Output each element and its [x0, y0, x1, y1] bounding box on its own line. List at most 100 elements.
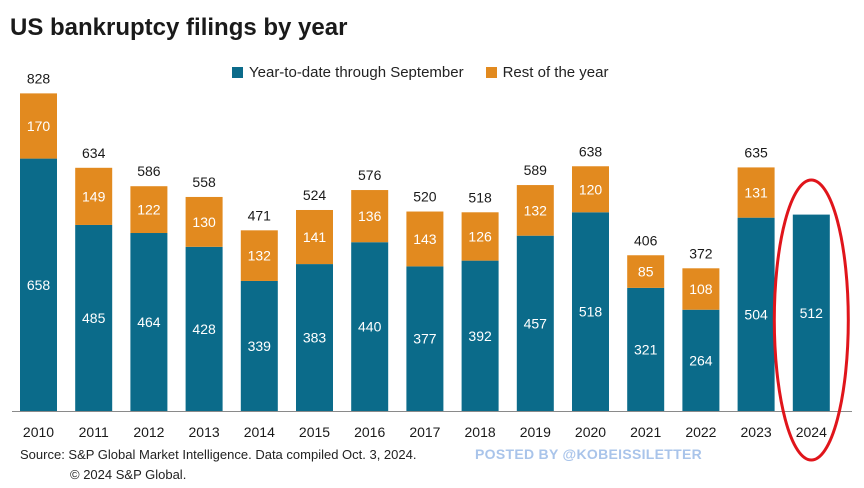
bar-rest-2016 [351, 190, 389, 243]
total-label-2021: 406 [634, 232, 658, 248]
data-label-ytd-2014: 339 [248, 338, 272, 354]
total-label-2020: 638 [579, 143, 603, 159]
x-tick-label-2018: 2018 [465, 424, 496, 440]
total-label-2011: 634 [82, 145, 106, 161]
bar-rest-2011 [75, 167, 113, 225]
bar-ytd-2016 [351, 242, 389, 411]
bar-rest-2023 [737, 167, 775, 218]
data-label-rest-2017: 143 [413, 231, 437, 247]
legend-item-ytd: Year-to-date through September [232, 64, 464, 81]
bar-ytd-2023 [737, 217, 775, 411]
chart-legend: Year-to-date through September Rest of t… [232, 64, 608, 81]
x-tick-label-2022: 2022 [685, 424, 716, 440]
total-label-2013: 558 [192, 174, 216, 190]
x-tick-label-2010: 2010 [23, 424, 54, 440]
legend-label-ytd: Year-to-date through September [249, 64, 464, 81]
data-label-rest-2012: 122 [137, 202, 161, 218]
data-label-rest-2014: 132 [248, 248, 272, 264]
x-tick-label-2021: 2021 [630, 424, 661, 440]
x-tick-label-2020: 2020 [575, 424, 606, 440]
data-label-rest-2016: 136 [358, 208, 382, 224]
total-label-2017: 520 [413, 189, 437, 205]
data-label-ytd-2011: 485 [82, 310, 106, 326]
bar-rest-2019 [516, 185, 554, 236]
legend-item-rest: Rest of the year [485, 64, 609, 81]
data-label-ytd-2023: 504 [744, 306, 768, 322]
x-tick-label-2011: 2011 [79, 424, 109, 440]
data-label-ytd-2013: 428 [192, 321, 216, 337]
bar-ytd-2018 [461, 260, 499, 411]
data-label-rest-2021: 85 [638, 264, 654, 280]
data-label-ytd-2010: 658 [27, 277, 51, 293]
data-label-rest-2023: 131 [744, 185, 768, 201]
data-label-rest-2018: 126 [468, 228, 492, 244]
total-label-2019: 589 [524, 162, 548, 178]
data-label-ytd-2022: 264 [689, 352, 713, 368]
highlight-ellipse [772, 178, 850, 462]
bar-ytd-2022 [682, 309, 720, 411]
x-tick-label-2017: 2017 [409, 424, 440, 440]
data-label-rest-2022: 108 [689, 281, 713, 297]
data-label-rest-2011: 149 [82, 188, 106, 204]
data-label-ytd-2020: 518 [579, 304, 603, 320]
x-tick-label-2024: 2024 [796, 424, 827, 440]
data-label-ytd-2024: 512 [800, 305, 824, 321]
bar-ytd-2021 [627, 287, 665, 411]
total-label-2012: 586 [137, 163, 161, 179]
x-tick-label-2019: 2019 [520, 424, 551, 440]
bar-ytd-2013 [185, 246, 223, 411]
data-label-ytd-2018: 392 [468, 328, 492, 344]
bar-rest-2017 [406, 211, 444, 267]
data-label-ytd-2012: 464 [137, 314, 161, 330]
copyright-note: © 2024 S&P Global. [70, 467, 187, 482]
bar-ytd-2015 [296, 264, 333, 411]
total-label-2010: 828 [27, 70, 51, 86]
bar-ytd-2011 [75, 224, 113, 411]
bar-ytd-2019 [516, 235, 554, 411]
bar-rest-2012 [130, 186, 168, 234]
bar-ytd-2017 [406, 266, 444, 411]
legend-label-rest: Rest of the year [502, 64, 609, 81]
data-label-rest-2013: 130 [192, 214, 216, 230]
bar-rest-2014 [240, 230, 278, 281]
bar-ytd-2020 [572, 212, 609, 411]
x-tick-label-2014: 2014 [244, 424, 275, 440]
data-label-ytd-2016: 440 [358, 319, 382, 335]
legend-swatch-ytd [232, 67, 243, 78]
x-tick-label-2016: 2016 [354, 424, 385, 440]
legend-swatch-rest [485, 67, 497, 78]
data-label-rest-2019: 132 [524, 202, 548, 218]
x-tick-label-2015: 2015 [299, 424, 330, 440]
data-label-ytd-2021: 321 [634, 341, 658, 357]
bar-rest-2020 [572, 166, 609, 213]
x-tick-label-2023: 2023 [741, 424, 772, 440]
bar-rest-2015 [296, 209, 333, 265]
total-label-2018: 518 [468, 189, 492, 205]
total-label-2022: 372 [689, 245, 713, 261]
total-label-2015: 524 [303, 187, 327, 203]
data-label-ytd-2019: 457 [524, 315, 548, 331]
bar-rest-2022 [682, 268, 720, 310]
total-label-2014: 471 [248, 207, 272, 223]
watermark: POSTED BY @KOBEISSILETTER [475, 446, 703, 462]
x-tick-label-2013: 2013 [189, 424, 220, 440]
data-label-ytd-2017: 377 [413, 331, 437, 347]
total-label-2023: 635 [744, 144, 768, 160]
bar-ytd-2010 [20, 158, 57, 411]
bar-rest-2013 [185, 196, 223, 247]
bar-rest-2010 [20, 93, 57, 159]
data-label-rest-2010: 170 [27, 118, 51, 134]
x-tick-label-2012: 2012 [133, 424, 164, 440]
bar-rest-2018 [461, 212, 499, 261]
data-label-ytd-2015: 383 [303, 330, 327, 346]
bar-ytd-2012 [130, 233, 168, 411]
bar-ytd-2024 [792, 214, 830, 411]
chart-title: US bankruptcy filings by year [10, 14, 348, 41]
bar-rest-2021 [627, 255, 665, 288]
total-label-2016: 576 [358, 167, 382, 183]
source-note: Source: S&P Global Market Intelligence. … [20, 447, 417, 462]
bar-ytd-2014 [240, 280, 278, 411]
data-label-rest-2020: 120 [579, 181, 603, 197]
data-label-rest-2015: 141 [303, 229, 327, 245]
